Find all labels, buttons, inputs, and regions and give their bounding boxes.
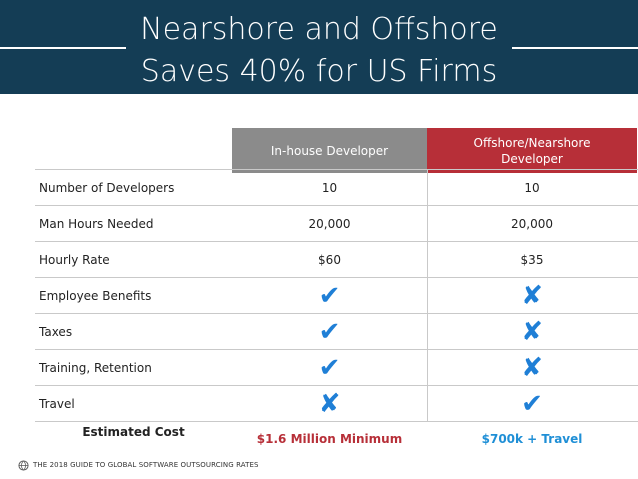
row-label: Taxes <box>39 325 73 339</box>
table-row: Taxes ✔ ✘ <box>35 314 638 350</box>
cross-icon: ✘ <box>521 317 543 347</box>
table-top-border <box>35 169 638 170</box>
column-divider <box>427 386 428 422</box>
inhouse-cell: ✔ <box>232 278 427 314</box>
table-row: Hourly Rate $60 $35 <box>35 242 638 278</box>
estimated-cost-label: Estimated Cost <box>82 425 185 439</box>
offshore-cell: ✘ <box>427 314 637 350</box>
row-label: Travel <box>39 397 75 411</box>
offshore-cell: ✘ <box>427 278 637 314</box>
row-label: Employee Benefits <box>39 289 152 303</box>
inhouse-cell: ✔ <box>232 314 427 350</box>
offshore-value: $35 <box>520 253 544 267</box>
column-divider <box>427 206 428 242</box>
banner-rule-right <box>512 47 638 49</box>
cross-icon: ✘ <box>521 281 543 311</box>
offshore-cell: ✔ <box>427 386 637 422</box>
title-banner: Nearshore and Offshore Saves 40% for US … <box>0 0 638 94</box>
row-label: Man Hours Needed <box>39 217 154 231</box>
cross-icon: ✘ <box>318 389 341 419</box>
inhouse-value: $60 <box>318 253 341 267</box>
column-header-offshore: Offshore/Nearshore Developer <box>427 128 637 173</box>
check-icon: ✔ <box>318 353 341 383</box>
inhouse-value: 10 <box>321 181 338 195</box>
table-row: Employee Benefits ✔ ✘ <box>35 278 638 314</box>
table-row: Training, Retention ✔ ✘ <box>35 350 638 386</box>
banner-rule-left <box>0 47 126 49</box>
row-label: Number of Developers <box>39 181 175 195</box>
estimated-cost-inhouse: $1.6 Million Minimum <box>256 432 403 446</box>
slide-title-line1: Nearshore and Offshore <box>140 12 498 47</box>
column-divider <box>427 314 428 350</box>
check-icon: ✔ <box>521 389 543 419</box>
column-divider <box>427 350 428 386</box>
inhouse-cell: ✔ <box>232 350 427 386</box>
cross-icon: ✘ <box>521 353 543 383</box>
check-icon: ✔ <box>318 281 341 311</box>
globe-logo-icon <box>18 459 29 471</box>
footer-source: THE 2018 GUIDE TO GLOBAL SOFTWARE OUTSOU… <box>18 458 259 472</box>
table-row: Man Hours Needed 20,000 20,000 <box>35 206 638 242</box>
table-row: Travel ✘ ✔ <box>35 386 638 422</box>
column-divider <box>427 170 428 206</box>
offshore-cell: ✘ <box>427 350 637 386</box>
column-header-inhouse: In-house Developer <box>232 128 427 173</box>
slide-title-line2: Saves 40% for US Firms <box>140 54 498 89</box>
column-divider <box>427 242 428 278</box>
row-label: Hourly Rate <box>39 253 110 267</box>
inhouse-cell: ✘ <box>232 386 427 422</box>
column-divider <box>427 278 428 314</box>
estimated-cost-offshore: $700k + Travel <box>481 432 583 446</box>
inhouse-value: 20,000 <box>308 217 351 231</box>
table-row: Number of Developers 10 10 <box>35 170 638 206</box>
offshore-value: 10 <box>524 181 540 195</box>
footer-text: THE 2018 GUIDE TO GLOBAL SOFTWARE OUTSOU… <box>33 461 259 469</box>
row-label: Training, Retention <box>39 361 152 375</box>
offshore-value: 20,000 <box>511 217 553 231</box>
check-icon: ✔ <box>318 317 341 347</box>
